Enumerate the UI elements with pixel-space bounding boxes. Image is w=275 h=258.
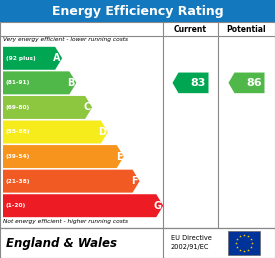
Text: (55-68): (55-68): [6, 130, 31, 134]
Text: (92 plus): (92 plus): [6, 56, 36, 61]
Polygon shape: [3, 145, 124, 168]
Polygon shape: [172, 72, 208, 93]
Text: E: E: [116, 151, 122, 162]
Text: 83: 83: [190, 78, 206, 88]
Bar: [0, 228, 275, 258]
Polygon shape: [229, 72, 265, 93]
Text: 86: 86: [246, 78, 262, 88]
Text: Energy Efficiency Rating: Energy Efficiency Rating: [52, 4, 223, 18]
Text: Current: Current: [174, 25, 207, 34]
Text: B: B: [67, 78, 75, 88]
Polygon shape: [3, 71, 76, 94]
Text: (21-38): (21-38): [6, 179, 31, 184]
Text: G: G: [154, 201, 162, 211]
Text: F: F: [131, 176, 138, 186]
Text: D: D: [98, 127, 106, 137]
Polygon shape: [3, 120, 108, 143]
Bar: [228, 231, 260, 255]
Text: Not energy efficient - higher running costs: Not energy efficient - higher running co…: [3, 219, 128, 224]
Text: EU Directive
2002/91/EC: EU Directive 2002/91/EC: [171, 236, 212, 251]
Text: England & Wales: England & Wales: [6, 237, 117, 249]
Polygon shape: [3, 170, 139, 193]
Text: (39-54): (39-54): [6, 154, 30, 159]
Text: A: A: [53, 53, 61, 63]
Text: C: C: [83, 102, 91, 112]
Text: Very energy efficient - lower running costs: Very energy efficient - lower running co…: [3, 37, 128, 42]
Bar: [0, 22, 275, 228]
Text: Potential: Potential: [227, 25, 266, 34]
Bar: [0, 0, 275, 22]
Polygon shape: [3, 96, 92, 119]
Text: (69-80): (69-80): [6, 105, 30, 110]
Text: (81-91): (81-91): [6, 80, 30, 85]
Polygon shape: [3, 47, 62, 70]
Text: (1-20): (1-20): [6, 203, 26, 208]
Polygon shape: [3, 194, 163, 217]
